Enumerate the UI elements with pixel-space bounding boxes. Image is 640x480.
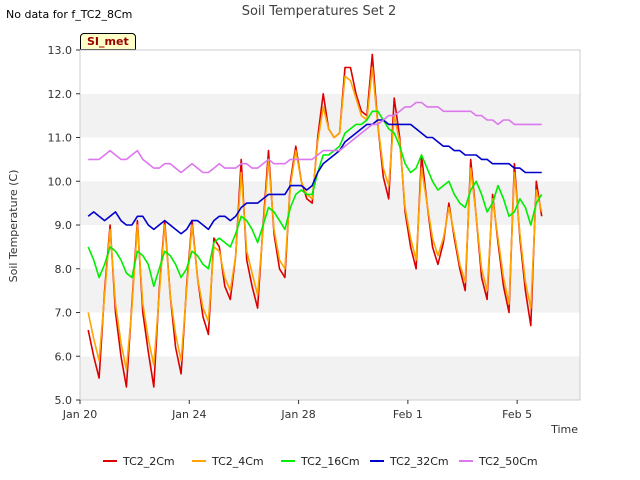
series-line-tc2-16cm: [87, 110, 543, 288]
y-tick-label: 11.0: [48, 132, 73, 145]
series-line-tc2-50cm: [88, 101, 542, 174]
legend-label: TC2_32Cm: [389, 455, 449, 468]
legend-label: TC2_4Cm: [211, 455, 264, 468]
y-tick-label: 13.0: [48, 44, 73, 57]
plot-band: [80, 268, 580, 313]
plot-band: [80, 356, 580, 400]
y-tick-label: 10.0: [48, 175, 73, 188]
y-tick-label: 12.0: [48, 88, 73, 101]
x-tick-label: Feb 1: [393, 408, 423, 421]
x-tick-label: Feb 5: [502, 408, 532, 421]
plot-band: [80, 225, 580, 269]
series-lines: [87, 53, 543, 388]
series-line-tc2-4cm: [87, 66, 543, 371]
y-tick-label: 9.0: [55, 219, 73, 232]
legend: TC2_2Cm TC2_4Cm TC2_16Cm TC2_32Cm TC2_50Cm: [103, 455, 538, 468]
legend-label: TC2_16Cm: [300, 455, 360, 468]
chart-title: Soil Temperatures Set 2: [242, 4, 397, 19]
x-tick-label: Jan 28: [280, 408, 315, 421]
plot-band: [80, 50, 580, 94]
y-tick-label: 7.0: [55, 307, 73, 320]
series-line-tc2-32cm: [87, 119, 542, 235]
y-tick-label: 8.0: [55, 263, 73, 276]
y-tick-label: 6.0: [55, 350, 73, 363]
no-data-note: No data for f_TC2_8Cm: [6, 8, 133, 21]
y-axis-label: Soil Temperature (C): [7, 170, 20, 283]
plot-band: [80, 312, 580, 357]
plot-band: [80, 137, 580, 182]
legend-label: TC2_50Cm: [478, 455, 538, 468]
x-tick-label: Jan 24: [171, 408, 206, 421]
x-axis-label: Time: [550, 423, 578, 436]
legend-label: TC2_2Cm: [122, 455, 175, 468]
y-tick-label: 5.0: [55, 394, 73, 407]
x-tick-label: Jan 20: [62, 408, 97, 421]
